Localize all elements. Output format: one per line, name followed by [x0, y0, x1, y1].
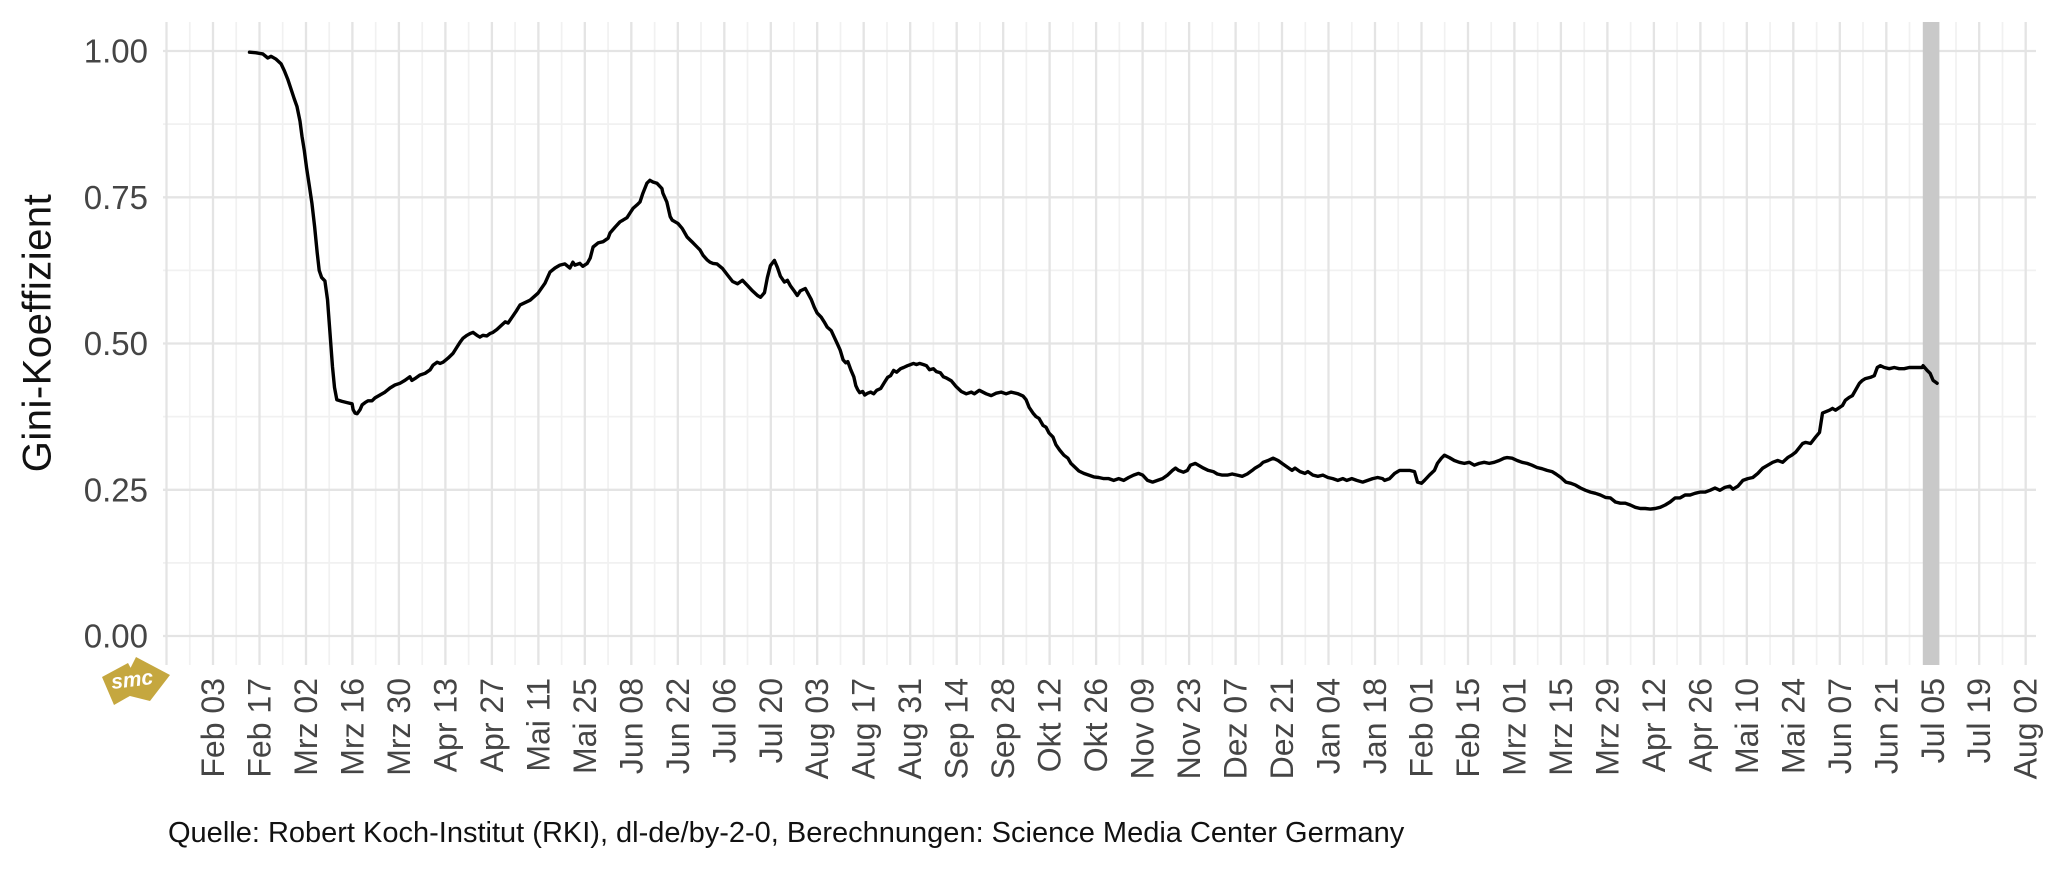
- x-tick-label: Apr 12: [1636, 678, 1672, 772]
- x-tick-label: Feb 17: [242, 678, 278, 778]
- x-tick-label: Feb 15: [1450, 678, 1486, 778]
- x-tick-label: Mai 11: [520, 678, 556, 772]
- x-tick-label: Mrz 15: [1543, 678, 1579, 776]
- x-tick-label: Jan 18: [1357, 678, 1393, 774]
- y-tick-label: 1.00: [84, 33, 148, 70]
- x-tick-label: Jun 08: [613, 678, 649, 774]
- x-tick-label: Sep 14: [939, 678, 975, 779]
- x-tick-label: Dez 07: [1218, 678, 1254, 779]
- y-tick-label: 0.50: [84, 325, 148, 362]
- x-tick-label: Nov 09: [1125, 678, 1161, 779]
- x-tick-label: Feb 03: [195, 678, 231, 778]
- x-tick-label: Aug 17: [846, 678, 882, 779]
- x-tick-label: Aug 02: [2008, 678, 2044, 779]
- source-caption: Quelle: Robert Koch-Institut (RKI), dl-d…: [168, 817, 1405, 849]
- x-tick-label: Aug 31: [892, 678, 928, 779]
- x-tick-label: Mai 10: [1729, 678, 1765, 774]
- x-tick-label: Apr 27: [474, 678, 510, 772]
- y-axis-title: Gini-Koeffizient: [15, 193, 60, 473]
- y-tick-label: 0.00: [84, 618, 148, 655]
- smc-logo-shape-left: [102, 663, 142, 705]
- x-tick-label: Mrz 02: [288, 678, 324, 776]
- x-tick-label: Mrz 30: [381, 678, 417, 776]
- x-tick-label: Jun 21: [1868, 678, 1904, 774]
- x-tick-label: Sep 28: [985, 678, 1021, 779]
- y-axis-tick-labels: 0.00 0.25 0.50 0.75 1.00: [84, 33, 148, 655]
- x-tick-label: Dez 21: [1264, 678, 1300, 779]
- x-tick-label: Apr 13: [427, 678, 463, 772]
- x-tick-label: Mai 25: [567, 678, 603, 774]
- incomplete-data-band-rect: [1922, 22, 1940, 665]
- x-tick-label: Jul 05: [1915, 678, 1951, 763]
- incomplete-data-band: [1922, 22, 1940, 665]
- x-tick-label: Mrz 01: [1496, 678, 1532, 776]
- x-tick-label: Feb 01: [1404, 678, 1440, 778]
- y-tick-label: 0.75: [84, 179, 148, 216]
- x-tick-label: Apr 26: [1682, 678, 1718, 772]
- x-tick-label: Jun 22: [660, 678, 696, 774]
- x-tick-label: Mrz 29: [1589, 678, 1625, 776]
- x-axis-tick-labels: Feb 03 Feb 17 Mrz 02 Mrz 16 Mrz 30 Apr 13 Apr …: [195, 678, 2044, 779]
- x-tick-label: Nov 23: [1171, 678, 1207, 779]
- x-tick-label: Jul 06: [706, 678, 742, 763]
- x-tick-label: Okt 26: [1078, 678, 1114, 772]
- y-tick-label: 0.25: [84, 471, 148, 508]
- smc-logo-text: smc: [110, 666, 155, 694]
- series-line: [247, 50, 1939, 511]
- x-tick-label: Aug 03: [799, 678, 835, 779]
- x-tick-label: Jul 20: [753, 678, 789, 763]
- gini-series-line: [247, 50, 1939, 511]
- smc-logo: smc: [102, 657, 170, 705]
- x-tick-label: Mai 24: [1775, 678, 1811, 774]
- x-tick-label: Jan 04: [1311, 678, 1347, 774]
- x-tick-label: Okt 12: [1032, 678, 1068, 772]
- x-tick-label: Jul 19: [1961, 678, 1997, 763]
- x-tick-label: Jun 07: [1822, 678, 1858, 774]
- gridlines-major: [163, 22, 2036, 665]
- x-tick-label: Mrz 16: [334, 678, 370, 776]
